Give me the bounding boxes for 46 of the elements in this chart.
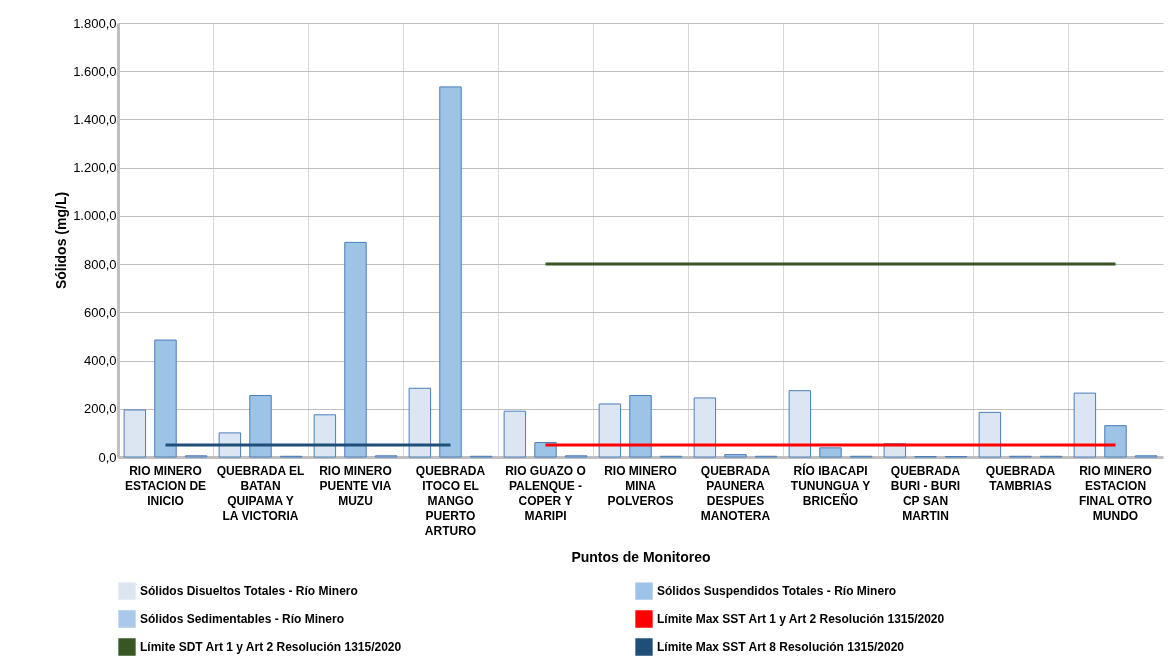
bar [408, 387, 432, 458]
bar [1073, 392, 1097, 458]
bar [598, 403, 622, 458]
x-tick-label: QUEBRADA EL BATAN QUIPAMA Y LA VICTORIA [216, 463, 305, 523]
bar [819, 447, 842, 458]
x-tick-label: RIO GUAZO O PALENQUE - COPER Y MARIPI [505, 463, 586, 523]
bar [978, 411, 1002, 458]
legend-label: Sólidos Disueltos Totales - Río Minero [140, 584, 358, 599]
legend-label: Límite Max SST Art 8 Resolución 1315/2020 [657, 640, 905, 654]
bar [788, 390, 812, 458]
x-tick-label: QUEBRADA BURI - BURI CP SAN MARTIN [890, 463, 961, 523]
x-tick-label: RIO MINERO MINA POLVEROS [604, 463, 677, 508]
x-tick-label: QUEBRADA ITOCO EL MANGO PUERTO ARTURO [415, 463, 486, 538]
bar [154, 339, 177, 458]
legend-label: Sólidos Suspendidos Totales - Río Minero [657, 584, 897, 599]
bar [693, 397, 717, 458]
bar [629, 395, 652, 458]
bar [344, 241, 367, 458]
x-tick-label: QUEBRADA PAUNERA DESPUES MANOTERA [700, 463, 771, 523]
x-axis-title: Puntos de Monitoreo [571, 548, 711, 565]
bar [313, 414, 337, 458]
y-tick-label: 0,0 [98, 449, 117, 465]
legend-label: Límite Max SST Art 1 y Art 2 Resolución 1315/2020 [657, 612, 945, 626]
x-tick-label: RIO MINERO ESTACION FINAL OTRO MUNDO [1078, 463, 1153, 523]
bar [249, 395, 272, 458]
x-tick-label: RIO MINERO PUENTE VIA MUZU [319, 463, 392, 508]
bar [1104, 425, 1127, 458]
y-tick-label: 400,0 [83, 353, 117, 369]
legend-label: Sólidos Sedimentables - Río Minero [140, 612, 345, 626]
bar [439, 86, 462, 458]
legend-label: Límite SDT Art 1 y Art 2 Resolución 1315/2020 [140, 640, 402, 654]
x-tick-label: RÍO IBACAPI TUNUNGUA Y BRICEÑO [790, 462, 871, 508]
y-axis-title: Sólidos (mg/L) [53, 191, 70, 290]
bar [123, 409, 147, 458]
y-tick-label: 1.200,0 [73, 160, 117, 176]
bar [503, 410, 527, 458]
x-tick-label: QUEBRADA TAMBRIAS [985, 463, 1056, 493]
bar [724, 454, 747, 458]
y-tick-label: 1.600,0 [73, 63, 117, 79]
y-tick-label: 800,0 [83, 256, 117, 272]
y-tick-label: 1.400,0 [73, 111, 117, 127]
y-tick-label: 200,0 [83, 401, 117, 417]
x-tick-label: RIO MINERO ESTACION DE INICIO [124, 463, 207, 508]
y-tick-label: 600,0 [83, 304, 117, 320]
y-tick-label: 1.800,0 [73, 15, 117, 31]
y-tick-label: 1.000,0 [73, 208, 117, 224]
